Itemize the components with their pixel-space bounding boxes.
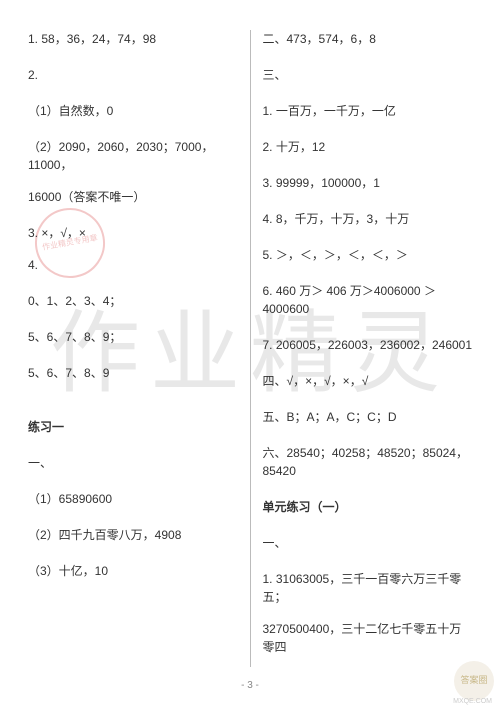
right-column: 二、473，574，6，8 三、 1. 一百万，一千万，一亿 2. 十万，12 …: [253, 30, 473, 667]
answer-line: 五、B；A；A，C；C；D: [263, 408, 473, 426]
section-heading: 练习一: [28, 418, 238, 436]
corner-logo: 答案圈: [454, 661, 494, 701]
answer-line: 5、6、7、8、9: [28, 364, 238, 382]
left-column: 1. 58，36，24，74，98 2. （1）自然数，0 （2）2090，20…: [28, 30, 248, 667]
page-container: 1. 58，36，24，74，98 2. （1）自然数，0 （2）2090，20…: [0, 0, 500, 707]
column-divider: [250, 30, 251, 667]
answer-line: 7. 206005，226003，236002，246001: [263, 336, 473, 354]
answer-line: 4. 8，千万，十万，3，十万: [263, 210, 473, 228]
answer-line: 5、6、7、8、9；: [28, 328, 238, 346]
answer-line: 16000（答案不唯一）: [28, 188, 238, 206]
answer-line: 三、: [263, 66, 473, 84]
answer-line: 四、√，×，√，×，√: [263, 372, 473, 390]
answer-line: 6. 460 万＞ 406 万＞4006000 ＞4000600: [263, 282, 473, 318]
answer-line: 3. 99999，100000，1: [263, 174, 473, 192]
answer-line: （1）65890600: [28, 490, 238, 508]
answer-line: 3. ×，√，×: [28, 224, 238, 242]
answer-line: 5. ＞，＜，＞，＜，＜，＞: [263, 246, 473, 264]
answer-line: （3）十亿，10: [28, 562, 238, 580]
answer-line: 1. 58，36，24，74，98: [28, 30, 238, 48]
corner-url: MXQE.COM: [453, 698, 492, 705]
answer-line: 2. 十万，12: [263, 138, 473, 156]
answer-line: 一、: [28, 454, 238, 472]
answer-line: 0、1、2、3、4；: [28, 292, 238, 310]
answer-line: 六、28540；40258；48520；85024，85420: [263, 444, 473, 480]
answer-line: 3270500400，三十二亿七千零五十万零四: [263, 620, 473, 656]
answer-line: （2）2090，2060，2030；7000，11000，: [28, 138, 238, 174]
answer-line: 二、473，574，6，8: [263, 30, 473, 48]
answer-line: 1. 31063005，三千一百零六万三千零五；: [263, 570, 473, 606]
section-heading: 单元练习（一）: [263, 498, 473, 516]
answer-line: 4.: [28, 256, 238, 274]
answer-line: 1. 一百万，一千万，一亿: [263, 102, 473, 120]
answer-line: 一、: [263, 534, 473, 552]
answer-line: （1）自然数，0: [28, 102, 238, 120]
answer-line: （2）四千九百零八万，4908: [28, 526, 238, 544]
answer-line: 2.: [28, 66, 238, 84]
